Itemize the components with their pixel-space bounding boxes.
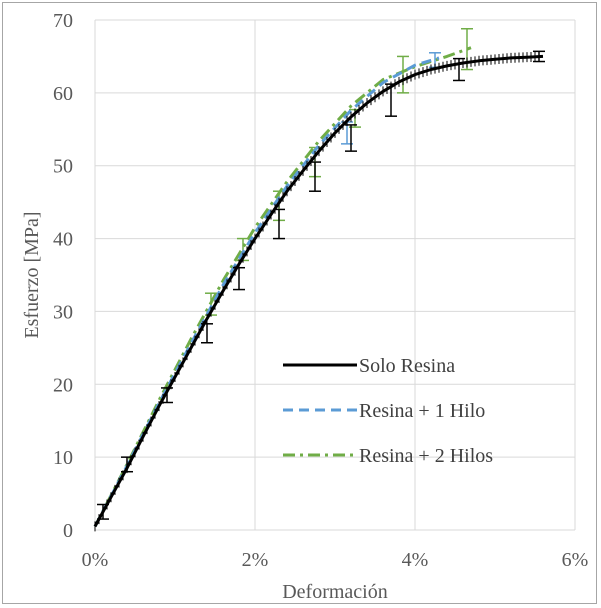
y-tick-label: 60 — [53, 83, 73, 105]
series-layer — [93, 27, 545, 532]
y-tick-label: 40 — [53, 229, 73, 251]
y-axis-title: Esfuerzo [MPa] — [21, 211, 43, 338]
x-tick-label: 6% — [562, 549, 589, 571]
series-solo-resina — [93, 50, 545, 532]
y-tick-label: 50 — [53, 156, 73, 178]
legend-label: Solo Resina — [359, 355, 455, 377]
tick-labels: 0 10 20 30 40 50 60 70 0% 2% 4% 6% — [53, 10, 588, 571]
x-tick-label: 0% — [82, 549, 109, 571]
x-axis-title: Deformación — [282, 581, 388, 603]
x-tick-label: 4% — [402, 549, 429, 571]
y-tick-label: 20 — [53, 374, 73, 396]
x-tick-label: 2% — [242, 549, 269, 571]
grid-lines — [94, 19, 576, 531]
legend-label: Resina + 2 Hilos — [359, 445, 493, 467]
y-tick-label: 0 — [63, 520, 73, 542]
y-tick-label: 30 — [53, 301, 73, 323]
y-tick-label: 10 — [53, 447, 73, 469]
series-line — [93, 54, 544, 528]
y-tick-label: 70 — [53, 10, 73, 32]
legend-label: Resina + 1 Hilo — [359, 400, 485, 422]
legend: Solo Resina Resina + 1 Hilo Resina + 2 Hil… — [283, 355, 493, 467]
